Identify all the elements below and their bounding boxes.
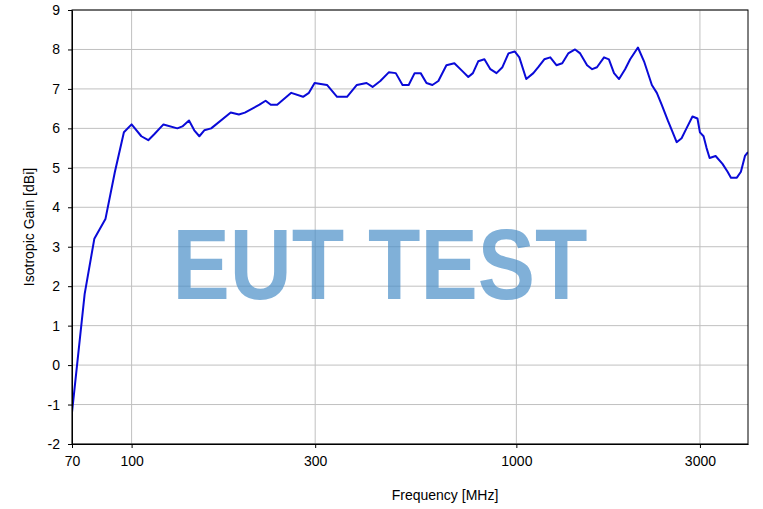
x-tick-mark xyxy=(315,444,316,448)
y-grid-line xyxy=(72,365,748,366)
x-grid-line xyxy=(131,10,132,444)
y-tick-mark xyxy=(68,128,72,129)
data-layer xyxy=(72,47,748,412)
x-tick-label: 300 xyxy=(304,453,328,469)
gain-line xyxy=(72,47,748,412)
y-grid-line xyxy=(72,167,748,168)
y-axis: -2 -1 0 1 2 3 4 5 6 7 8 9 xyxy=(48,2,73,452)
y-axis-title: Isotropic Gain [dBi] xyxy=(21,168,37,286)
y-tick-label: -2 xyxy=(48,436,61,452)
y-tick-label: 7 xyxy=(52,81,60,97)
y-tick: 9 xyxy=(52,2,72,18)
y-tick-label: 8 xyxy=(52,41,60,57)
x-tick-mark xyxy=(72,444,73,448)
y-tick-label: 9 xyxy=(52,2,60,18)
y-tick-mark xyxy=(68,247,72,248)
y-tick-mark xyxy=(68,49,72,50)
plot-background xyxy=(72,10,748,444)
y-tick-label: -1 xyxy=(48,397,61,413)
y-grid-line xyxy=(72,49,748,50)
y-tick: 6 xyxy=(52,120,72,136)
x-tick-mark xyxy=(516,444,517,448)
y-tick: 8 xyxy=(52,41,72,57)
y-tick: -1 xyxy=(48,397,72,413)
y-tick: -2 xyxy=(48,436,72,452)
y-tick: 3 xyxy=(52,239,72,255)
x-tick-mark xyxy=(700,444,701,448)
x-axis-title: Frequency [MHz] xyxy=(392,487,499,503)
y-grid-line xyxy=(72,88,748,89)
x-tick: 300 xyxy=(304,444,328,469)
y-tick-mark xyxy=(68,168,72,169)
y-tick-label: 1 xyxy=(52,318,60,334)
x-tick: 100 xyxy=(120,444,144,469)
grid xyxy=(72,10,748,444)
chart: EUT TEST 70 100 300 1000 3000 -2 -1 0 1 2 3 4 5 6 7 8 9 Fr… xyxy=(0,0,763,509)
y-tick: 7 xyxy=(52,81,72,97)
x-tick-label: 70 xyxy=(65,453,81,469)
plot-frame xyxy=(72,10,748,444)
plot: EUT TEST 70 100 300 1000 3000 -2 -1 0 1 2 3 4 5 6 7 8 9 xyxy=(48,2,749,469)
x-tick-label: 1000 xyxy=(501,453,532,469)
y-tick-mark xyxy=(68,405,72,406)
y-tick-label: 3 xyxy=(52,239,60,255)
x-grid-line xyxy=(699,10,700,444)
y-tick: 1 xyxy=(52,318,72,334)
y-tick-label: 0 xyxy=(52,357,60,373)
x-tick-label: 100 xyxy=(120,453,144,469)
y-tick-mark xyxy=(68,10,72,11)
y-tick-mark xyxy=(68,286,72,287)
y-tick: 4 xyxy=(52,199,72,215)
x-tick: 70 xyxy=(65,444,81,469)
y-tick: 2 xyxy=(52,278,72,294)
y-tick-label: 6 xyxy=(52,120,60,136)
x-tick-mark xyxy=(132,444,133,448)
y-tick-label: 2 xyxy=(52,278,60,294)
x-axis-line xyxy=(73,444,749,445)
y-tick: 0 xyxy=(52,357,72,373)
y-axis-line xyxy=(72,11,73,445)
y-grid-line xyxy=(72,325,748,326)
y-grid-line xyxy=(72,404,748,405)
x-axis: 70 100 300 1000 3000 xyxy=(65,444,749,469)
y-tick-mark xyxy=(68,365,72,366)
y-tick-mark xyxy=(68,207,72,208)
watermark: EUT TEST xyxy=(173,208,588,320)
y-tick-label: 5 xyxy=(52,160,60,176)
x-tick: 1000 xyxy=(501,444,532,469)
y-tick-mark xyxy=(68,444,72,445)
x-tick: 3000 xyxy=(685,444,716,469)
y-tick: 5 xyxy=(52,160,72,176)
y-tick-label: 4 xyxy=(52,199,60,215)
y-tick-mark xyxy=(68,89,72,90)
y-tick-mark xyxy=(68,326,72,327)
x-tick-label: 3000 xyxy=(685,453,716,469)
